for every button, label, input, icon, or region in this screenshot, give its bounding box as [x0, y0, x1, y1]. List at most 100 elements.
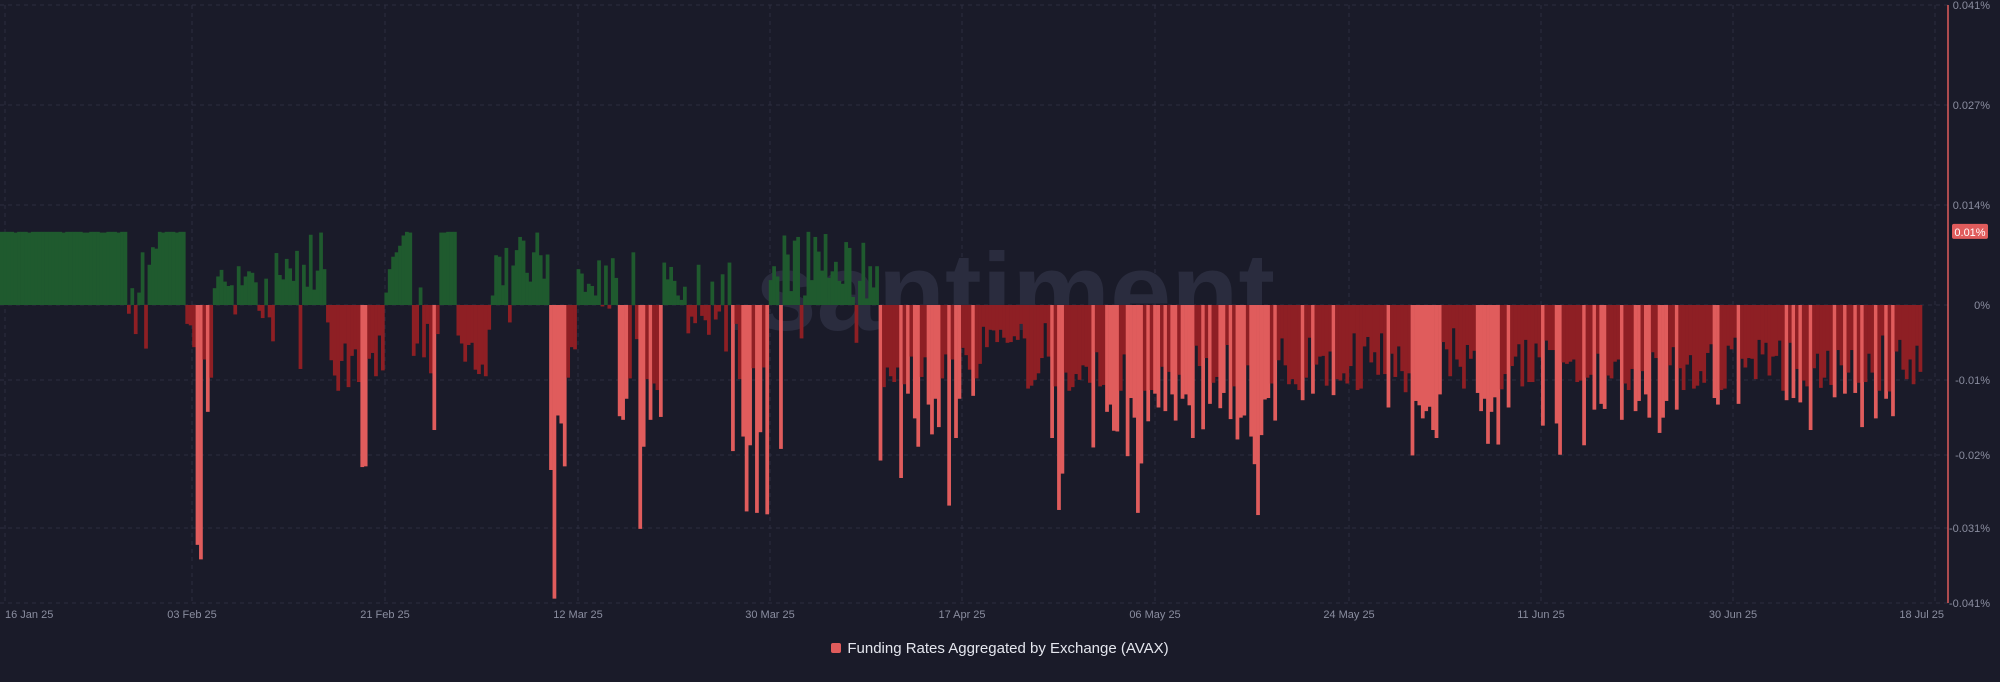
data-bar: [1455, 305, 1459, 360]
data-bar: [655, 305, 660, 391]
data-bar: [1815, 305, 1820, 354]
data-bar: [933, 305, 938, 399]
data-bar: [339, 305, 344, 361]
data-bar: [755, 305, 759, 513]
data-bar: [425, 305, 430, 324]
data-bar: [78, 231, 83, 305]
data-bar: [1403, 305, 1408, 393]
data-bar: [1856, 305, 1861, 383]
data-bar: [878, 305, 883, 461]
data-bar: [1060, 305, 1065, 474]
data-bar: [370, 305, 375, 353]
x-tick-label: 06 May 25: [1129, 609, 1180, 621]
data-bar: [703, 305, 708, 321]
data-bar: [1283, 305, 1288, 366]
data-bar: [916, 305, 921, 447]
data-bar: [181, 231, 186, 305]
data-bar: [1767, 305, 1772, 376]
data-bar: [1359, 305, 1363, 389]
data-bar: [1777, 305, 1782, 341]
data-bar: [288, 268, 293, 305]
data-bar: [875, 266, 879, 305]
x-tick-label: 12 Mar 25: [553, 609, 603, 621]
data-bar: [834, 261, 838, 305]
data-bar: [724, 305, 728, 352]
data-bar: [1527, 305, 1532, 383]
data-bar: [1654, 305, 1659, 359]
data-bar: [1918, 305, 1923, 372]
data-bar: [696, 264, 701, 305]
data-bar: [906, 305, 910, 394]
data-bar: [3, 231, 8, 305]
data-bar: [1873, 305, 1878, 419]
data-bar: [1033, 305, 1037, 380]
data-bar: [1239, 305, 1243, 418]
data-bar: [384, 292, 389, 305]
data-bar: [1300, 305, 1305, 401]
data-bar: [1081, 305, 1085, 366]
data-bar: [1578, 305, 1583, 381]
data-bar: [449, 231, 454, 305]
data-bar: [209, 305, 214, 378]
x-tick-label: 18 Jul 25: [1899, 609, 1944, 621]
data-bar: [1849, 305, 1854, 351]
data-bar: [336, 305, 341, 391]
data-bar: [528, 281, 533, 305]
data-bar: [480, 305, 485, 365]
data-bar: [377, 305, 382, 336]
data-bar: [89, 231, 93, 305]
data-bar: [44, 231, 49, 305]
data-bar: [1606, 305, 1610, 376]
data-bar: [1036, 305, 1041, 374]
data-bar: [199, 305, 203, 560]
data-bar: [295, 250, 299, 305]
data-bar: [1177, 305, 1181, 375]
data-bar: [329, 305, 334, 361]
x-tick-label: 30 Jun 25: [1709, 609, 1757, 621]
data-bar: [895, 305, 900, 368]
data-bar: [1486, 305, 1490, 444]
data-bar: [466, 305, 471, 345]
data-bar: [919, 305, 924, 377]
data-bar: [827, 277, 831, 305]
data-bar: [1681, 305, 1686, 391]
data-bar: [1462, 305, 1466, 389]
data-bar: [1613, 305, 1617, 362]
data-bar: [796, 236, 800, 305]
data-bar: [631, 252, 636, 305]
data-bar: [1819, 305, 1823, 388]
data-bar: [367, 305, 371, 359]
data-bar: [531, 252, 536, 305]
data-bar: [1784, 305, 1789, 401]
data-bar: [851, 296, 855, 305]
data-bar: [1791, 305, 1796, 399]
data-bar: [662, 262, 667, 305]
data-bar: [1139, 305, 1144, 464]
data-bar: [1173, 305, 1178, 421]
x-tick-label: 17 Apr 25: [938, 609, 985, 621]
data-bar: [1256, 305, 1260, 516]
data-bar: [1798, 305, 1803, 403]
data-bar: [837, 280, 842, 305]
data-bar: [1740, 305, 1744, 359]
data-bar: [1369, 305, 1374, 363]
data-bar: [109, 231, 114, 305]
data-bar: [1458, 305, 1463, 367]
data-bar: [1468, 305, 1473, 359]
data-bar: [1650, 305, 1655, 353]
data-bar: [504, 247, 509, 305]
chart-legend[interactable]: Funding Rates Aggregated by Exchange (AV…: [0, 640, 2000, 657]
data-bar: [1245, 305, 1250, 366]
data-bar: [236, 266, 241, 305]
data-bar: [1187, 305, 1192, 406]
data-bar: [1365, 305, 1370, 337]
data-bar: [13, 232, 18, 305]
data-bar: [902, 305, 907, 385]
data-bar: [398, 245, 402, 305]
data-bar: [1149, 305, 1154, 391]
data-bar: [1304, 305, 1308, 378]
data-bar: [1530, 305, 1535, 383]
data-bar: [439, 232, 444, 305]
data-bar: [1884, 305, 1888, 399]
data-bar: [65, 231, 69, 305]
